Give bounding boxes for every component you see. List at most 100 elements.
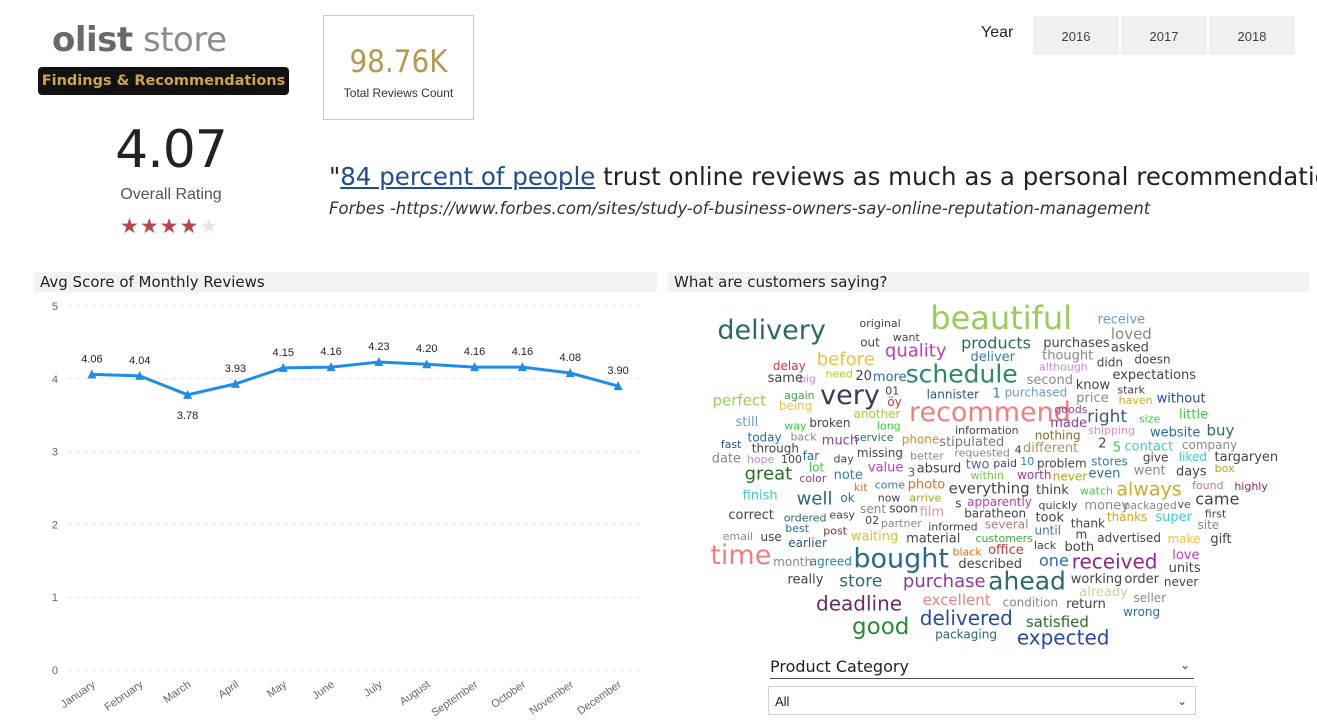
- cloud-word[interactable]: kit: [854, 481, 868, 494]
- cloud-word[interactable]: apparently: [967, 495, 1032, 509]
- cloud-word[interactable]: absurd: [917, 461, 962, 476]
- cloud-word[interactable]: 100: [781, 453, 802, 466]
- year-button-2018[interactable]: 2018: [1209, 16, 1295, 55]
- cloud-word[interactable]: products: [961, 333, 1031, 352]
- cloud-word[interactable]: both: [1065, 540, 1095, 555]
- cloud-word[interactable]: units: [1169, 561, 1201, 576]
- cloud-word[interactable]: color: [799, 472, 827, 485]
- cloud-word[interactable]: still: [736, 415, 759, 430]
- cloud-word[interactable]: made: [1050, 416, 1087, 431]
- data-point[interactable]: [135, 370, 145, 380]
- cloud-word[interactable]: one: [1039, 551, 1069, 570]
- cloud-word[interactable]: black: [953, 545, 983, 558]
- cloud-word[interactable]: highly: [1234, 480, 1268, 493]
- cloud-word[interactable]: never: [1164, 575, 1198, 589]
- cloud-word[interactable]: information: [955, 424, 1019, 437]
- cloud-word[interactable]: lack: [1034, 539, 1057, 552]
- cloud-word[interactable]: little: [1179, 408, 1208, 423]
- cloud-word[interactable]: broken: [809, 416, 850, 430]
- cloud-word[interactable]: lot: [809, 460, 825, 474]
- cloud-word[interactable]: deadline: [816, 591, 902, 615]
- cloud-word[interactable]: date: [712, 451, 741, 466]
- cloud-word[interactable]: delivery: [717, 315, 825, 346]
- cloud-word[interactable]: beautiful: [930, 300, 1072, 337]
- cloud-word[interactable]: today: [747, 430, 781, 444]
- cloud-word[interactable]: email: [723, 530, 753, 543]
- cloud-word[interactable]: goods: [1054, 403, 1087, 416]
- cloud-word[interactable]: website: [1150, 426, 1200, 441]
- cloud-word[interactable]: out: [860, 336, 880, 350]
- cloud-word[interactable]: far: [803, 449, 820, 463]
- quote-link[interactable]: 84 percent of people: [340, 162, 596, 191]
- cloud-word[interactable]: already: [1079, 585, 1128, 600]
- cloud-word[interactable]: through: [752, 441, 799, 455]
- cloud-word[interactable]: receive: [1098, 312, 1146, 327]
- cloud-word[interactable]: film: [920, 505, 944, 520]
- cloud-word[interactable]: shipping: [1088, 424, 1135, 437]
- cloud-word[interactable]: store: [839, 571, 882, 591]
- cloud-word[interactable]: buy: [1206, 422, 1234, 440]
- cloud-word[interactable]: different: [1023, 441, 1078, 456]
- cloud-word[interactable]: customers: [975, 532, 1033, 545]
- cloud-word[interactable]: really: [787, 572, 823, 587]
- cloud-word[interactable]: better: [910, 449, 944, 462]
- cloud-word[interactable]: packaged: [1123, 499, 1176, 512]
- data-point[interactable]: [613, 381, 623, 391]
- cloud-word[interactable]: paid: [993, 457, 1017, 470]
- cloud-word[interactable]: advertised: [1097, 531, 1161, 545]
- cloud-word[interactable]: 01: [885, 384, 899, 397]
- cloud-word[interactable]: always: [1116, 478, 1181, 500]
- year-button-2017[interactable]: 2017: [1121, 16, 1207, 55]
- cloud-word[interactable]: give: [1143, 451, 1168, 465]
- cloud-word[interactable]: hope: [747, 453, 775, 466]
- data-point[interactable]: [374, 357, 384, 367]
- cloud-word[interactable]: without: [1157, 392, 1206, 407]
- cloud-word[interactable]: quickly: [1039, 499, 1078, 512]
- cloud-word[interactable]: stores: [1091, 455, 1128, 469]
- cloud-word[interactable]: although: [1039, 361, 1088, 374]
- cloud-word[interactable]: received: [1072, 549, 1158, 573]
- cloud-word[interactable]: more: [873, 370, 907, 385]
- cloud-word[interactable]: even: [1088, 467, 1120, 482]
- cloud-word[interactable]: came: [1195, 489, 1239, 508]
- cloud-word[interactable]: bought: [853, 544, 949, 575]
- cloud-word[interactable]: 2: [1098, 436, 1106, 451]
- cloud-word[interactable]: think: [1036, 483, 1069, 498]
- cloud-word[interactable]: wrong: [1123, 605, 1160, 619]
- cloud-word[interactable]: days: [1176, 465, 1207, 480]
- cloud-word[interactable]: expected: [1017, 626, 1110, 650]
- cloud-word[interactable]: recommend: [909, 397, 1071, 428]
- cloud-word[interactable]: haven: [1119, 394, 1153, 407]
- cloud-word[interactable]: asked: [1111, 341, 1149, 356]
- data-point[interactable]: [470, 362, 480, 372]
- cloud-word[interactable]: return: [1066, 597, 1106, 612]
- cloud-word[interactable]: ordered: [784, 512, 827, 525]
- cloud-word[interactable]: another: [854, 407, 901, 421]
- cloud-word[interactable]: want: [893, 331, 921, 344]
- cloud-word[interactable]: before: [817, 349, 875, 370]
- cloud-word[interactable]: fast: [721, 438, 742, 451]
- cloud-word[interactable]: material: [906, 531, 960, 546]
- cloud-word[interactable]: ahead: [988, 567, 1066, 596]
- cloud-word[interactable]: schedule: [906, 359, 1018, 388]
- cloud-word[interactable]: photo: [908, 477, 946, 492]
- cloud-word[interactable]: stipulated: [939, 435, 1004, 450]
- cloud-word[interactable]: now: [878, 491, 901, 504]
- data-point[interactable]: [87, 369, 97, 379]
- cloud-word[interactable]: ok: [840, 491, 854, 505]
- cloud-word[interactable]: never: [1053, 470, 1087, 484]
- cloud-word[interactable]: öy: [887, 395, 901, 409]
- cloud-word[interactable]: deliver: [971, 350, 1016, 365]
- cloud-word[interactable]: make: [1168, 532, 1201, 546]
- cloud-word[interactable]: excellent: [923, 591, 991, 609]
- chevron-down-icon[interactable]: ⌄: [1179, 658, 1190, 672]
- cloud-word[interactable]: again: [784, 389, 815, 402]
- cloud-word[interactable]: quality: [885, 340, 947, 361]
- cloud-word[interactable]: month: [773, 555, 812, 569]
- cloud-word[interactable]: doesn: [1134, 353, 1170, 367]
- cloud-word[interactable]: long: [877, 419, 901, 432]
- cloud-word[interactable]: targaryen: [1215, 450, 1279, 465]
- data-point[interactable]: [517, 362, 527, 372]
- cloud-word[interactable]: sent: [860, 502, 886, 516]
- cloud-word[interactable]: size: [1139, 413, 1161, 426]
